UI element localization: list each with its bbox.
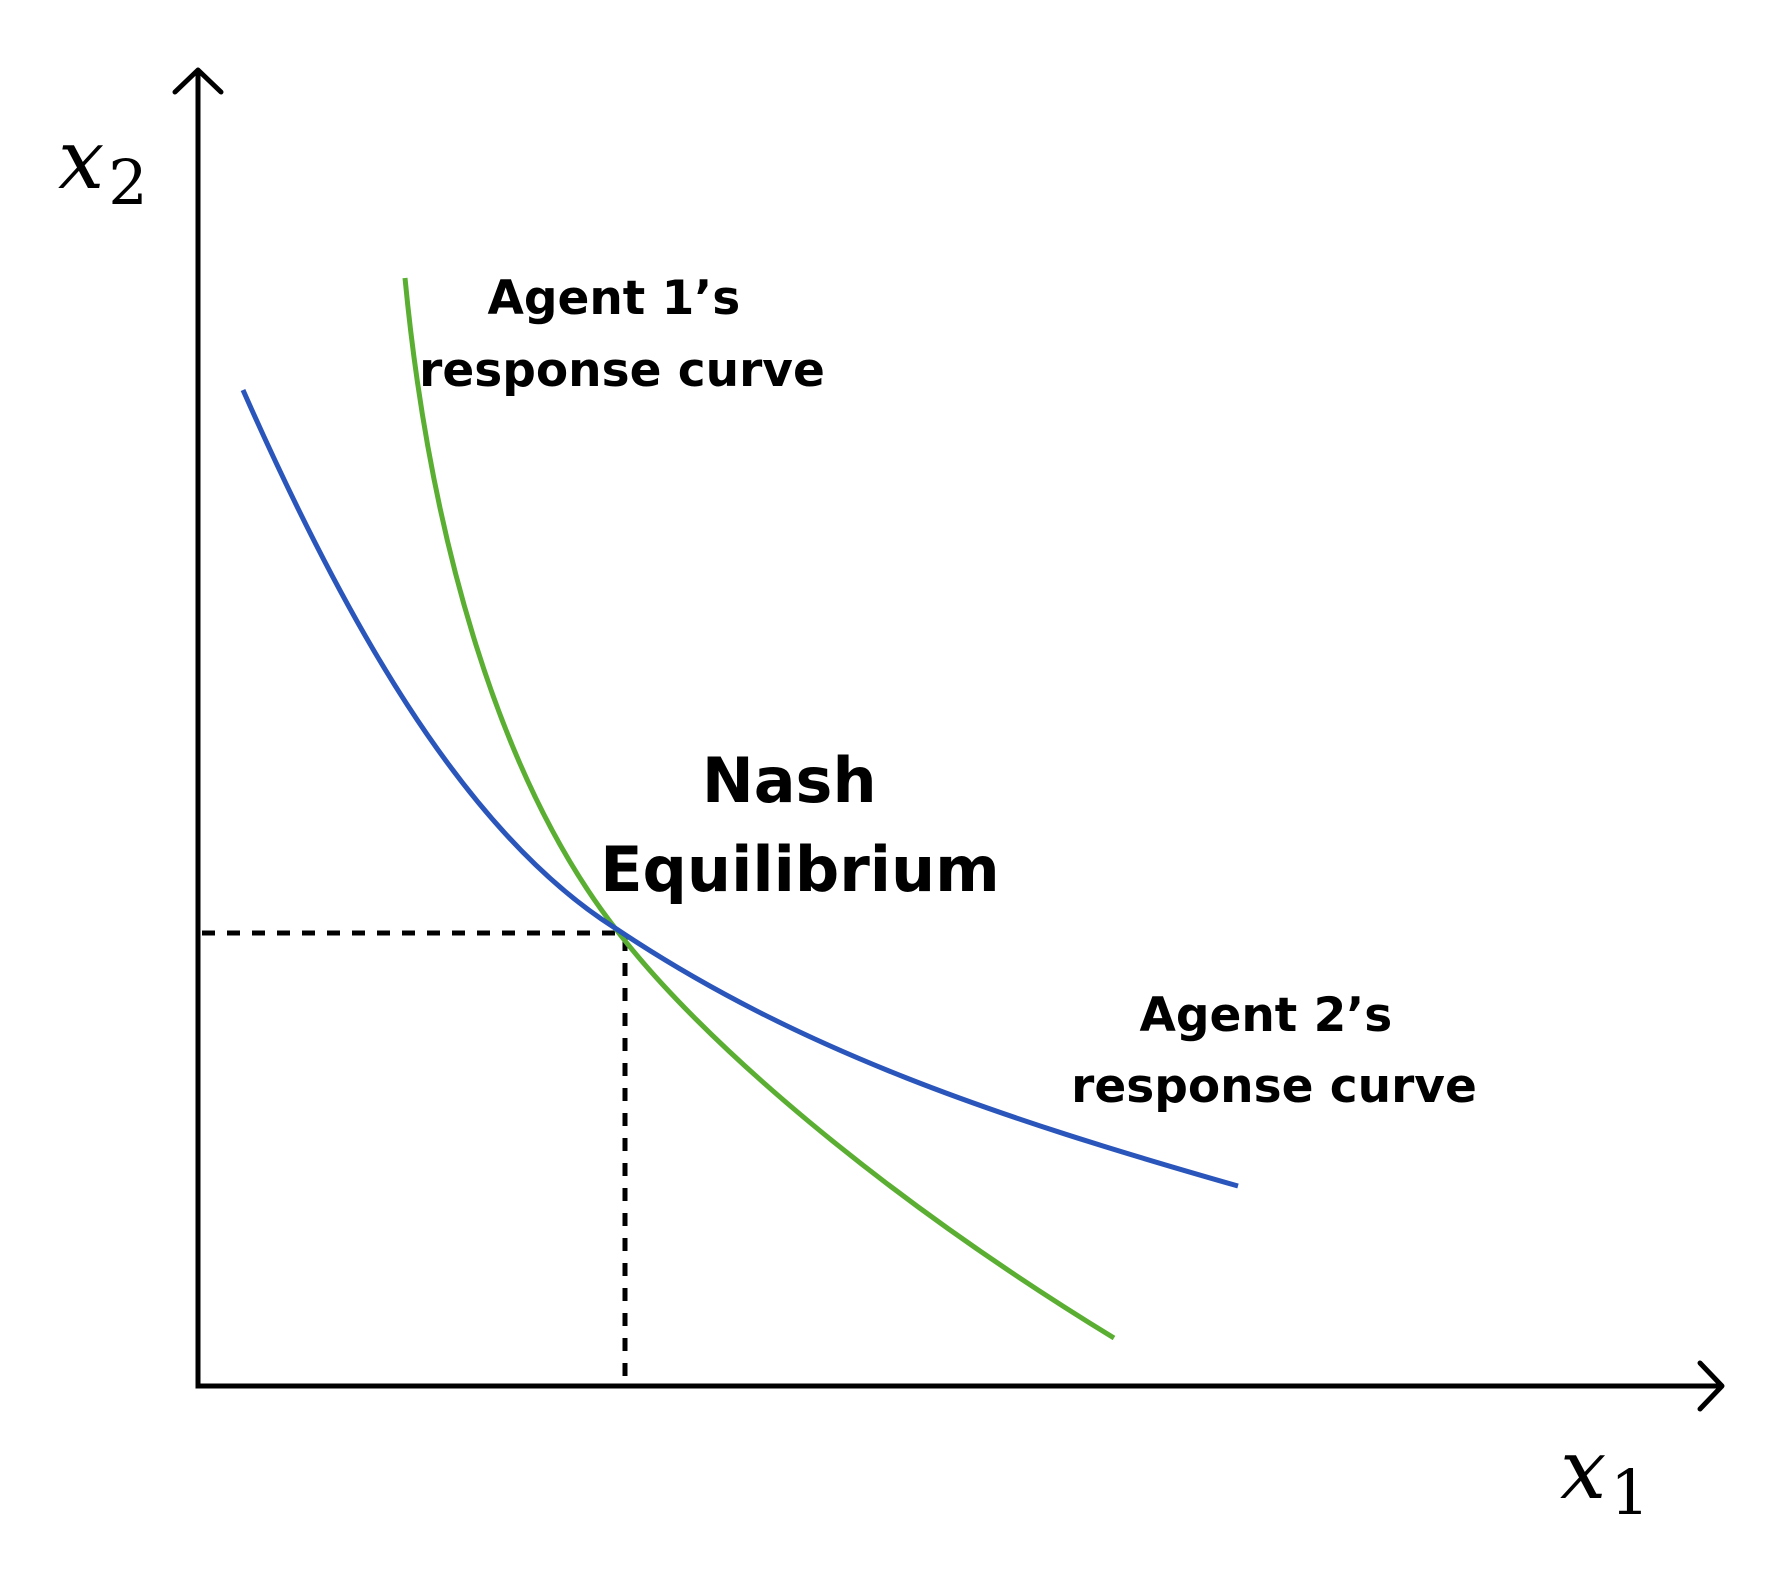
x-axis-label: x1 [1560,1423,1650,1529]
nash-equilibrium-label: Nash Equilibrium [600,744,1000,906]
y-axis-arrowhead [172,67,224,95]
x-axis-arrowhead [1697,1360,1725,1412]
y-axis-label: x2 [58,113,148,219]
agent1-label: Agent 1’s response curve [419,271,825,398]
agent2-response-curve [240,388,1239,1189]
agent2-label: Agent 2’s response curve [1071,988,1477,1114]
